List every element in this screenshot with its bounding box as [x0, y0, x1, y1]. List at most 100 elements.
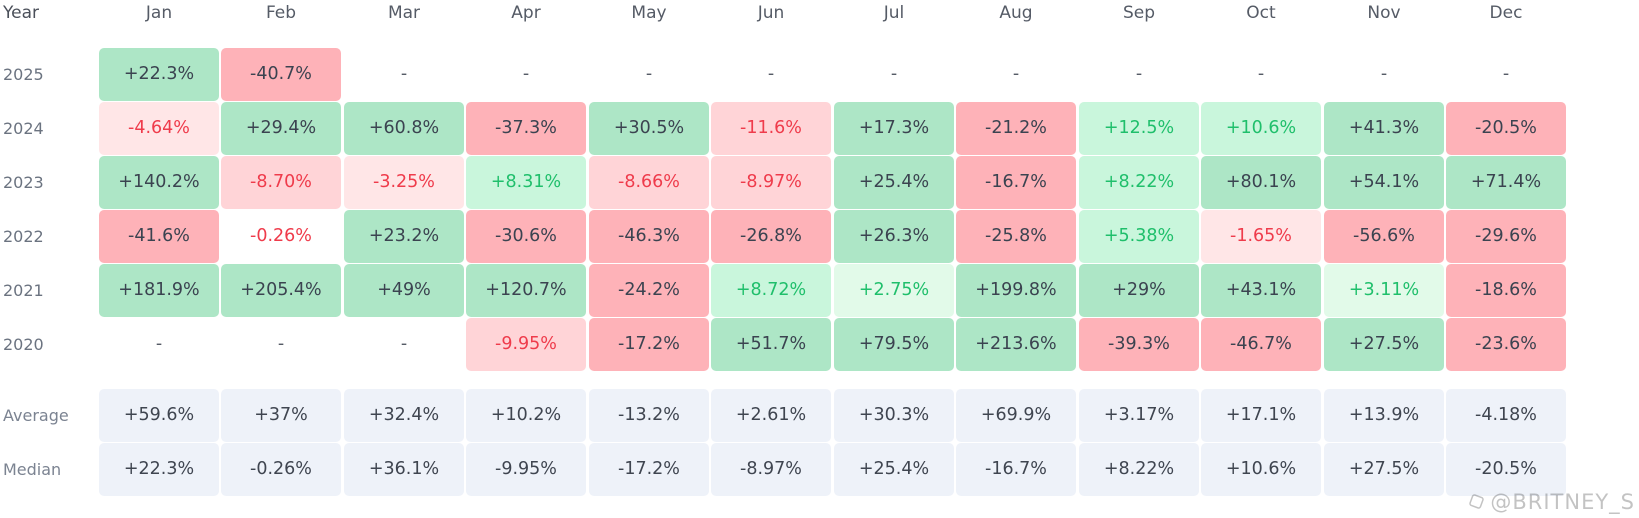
return-cell: -23.6%	[1446, 318, 1566, 371]
average-cell: +69.9%	[956, 389, 1076, 442]
return-cell: +51.7%	[711, 318, 831, 371]
return-cell: -16.7%	[956, 156, 1076, 209]
median-cell: +22.3%	[99, 443, 219, 496]
average-cell: -13.2%	[589, 389, 709, 442]
return-cell: -9.95%	[466, 318, 586, 371]
return-cell: -	[155, 334, 163, 354]
month-header-oct: Oct	[1246, 3, 1276, 23]
return-cell: +213.6%	[956, 318, 1076, 371]
return-cell: -40.7%	[221, 48, 341, 101]
return-cell: +41.3%	[1324, 102, 1444, 155]
average-cell: +32.4%	[344, 389, 464, 442]
return-cell: -20.5%	[1446, 102, 1566, 155]
median-cell: +8.22%	[1079, 443, 1199, 496]
return-cell: +120.7%	[466, 264, 586, 317]
return-cell: +26.3%	[834, 210, 954, 263]
row-label-2020: 2020	[3, 335, 44, 354]
return-cell: -	[645, 64, 653, 84]
median-cell: -0.26%	[221, 443, 341, 496]
average-cell: -4.18%	[1446, 389, 1566, 442]
month-header-dec: Dec	[1489, 3, 1523, 23]
month-header-jul: Jul	[883, 3, 905, 23]
watermark: @BRITNEY_S	[1468, 490, 1635, 514]
return-cell: -4.64%	[99, 102, 219, 155]
return-cell: -	[400, 64, 408, 84]
row-label-average: Average	[3, 406, 69, 425]
return-cell: -8.70%	[221, 156, 341, 209]
average-cell: +2.61%	[711, 389, 831, 442]
return-cell: +205.4%	[221, 264, 341, 317]
month-header-nov: Nov	[1367, 3, 1401, 23]
return-cell: -46.7%	[1201, 318, 1321, 371]
return-cell: -26.8%	[711, 210, 831, 263]
return-cell: +80.1%	[1201, 156, 1321, 209]
average-cell: +10.2%	[466, 389, 586, 442]
return-cell: +29.4%	[221, 102, 341, 155]
median-cell: -16.7%	[956, 443, 1076, 496]
return-cell: +49%	[344, 264, 464, 317]
month-header-jun: Jun	[757, 3, 785, 23]
return-cell: +140.2%	[99, 156, 219, 209]
return-cell: +43.1%	[1201, 264, 1321, 317]
month-header-sep: Sep	[1122, 3, 1156, 23]
return-cell: +10.6%	[1201, 102, 1321, 155]
month-header-may: May	[631, 3, 667, 23]
square-logo-icon	[1469, 494, 1485, 509]
return-cell: -30.6%	[466, 210, 586, 263]
return-cell: +29%	[1079, 264, 1199, 317]
median-cell: -8.97%	[711, 443, 831, 496]
average-cell: +3.17%	[1079, 389, 1199, 442]
month-header-apr: Apr	[511, 3, 541, 23]
return-cell: +3.11%	[1324, 264, 1444, 317]
month-header-aug: Aug	[999, 3, 1033, 23]
return-cell: -29.6%	[1446, 210, 1566, 263]
year-column-header: Year	[3, 3, 39, 23]
return-cell: +17.3%	[834, 102, 954, 155]
return-cell: +30.5%	[589, 102, 709, 155]
average-cell: +30.3%	[834, 389, 954, 442]
row-label-2021: 2021	[3, 281, 44, 300]
return-cell: +27.5%	[1324, 318, 1444, 371]
row-label-2022: 2022	[3, 227, 44, 246]
watermark-text: @BRITNEY_S	[1490, 490, 1635, 514]
return-cell: +60.8%	[344, 102, 464, 155]
return-cell: -	[1502, 64, 1510, 84]
return-cell: -24.2%	[589, 264, 709, 317]
return-cell: +12.5%	[1079, 102, 1199, 155]
return-cell: -8.66%	[589, 156, 709, 209]
row-label-2023: 2023	[3, 173, 44, 192]
return-cell: -	[522, 64, 530, 84]
return-cell: -56.6%	[1324, 210, 1444, 263]
return-cell: +54.1%	[1324, 156, 1444, 209]
return-cell: +79.5%	[834, 318, 954, 371]
return-cell: -1.65%	[1201, 210, 1321, 263]
return-cell: -46.3%	[589, 210, 709, 263]
return-cell: +8.31%	[466, 156, 586, 209]
return-cell: -39.3%	[1079, 318, 1199, 371]
return-cell: -	[400, 334, 408, 354]
median-cell: -9.95%	[466, 443, 586, 496]
return-cell: +23.2%	[344, 210, 464, 263]
month-header-feb: Feb	[265, 3, 297, 23]
return-cell: -3.25%	[344, 156, 464, 209]
return-cell: -41.6%	[99, 210, 219, 263]
return-cell: +25.4%	[834, 156, 954, 209]
return-cell: -	[277, 334, 285, 354]
median-cell: +27.5%	[1324, 443, 1444, 496]
return-cell: -	[1012, 64, 1020, 84]
return-cell: -11.6%	[711, 102, 831, 155]
row-label-2025: 2025	[3, 65, 44, 84]
return-cell: -	[1257, 64, 1265, 84]
average-cell: +17.1%	[1201, 389, 1321, 442]
return-cell: +22.3%	[99, 48, 219, 101]
return-cell: -25.8%	[956, 210, 1076, 263]
return-cell: +8.22%	[1079, 156, 1199, 209]
return-cell: -37.3%	[466, 102, 586, 155]
return-cell: -	[1380, 64, 1388, 84]
median-cell: -20.5%	[1446, 443, 1566, 496]
average-cell: +59.6%	[99, 389, 219, 442]
median-cell: +36.1%	[344, 443, 464, 496]
median-cell: +10.6%	[1201, 443, 1321, 496]
median-cell: +25.4%	[834, 443, 954, 496]
